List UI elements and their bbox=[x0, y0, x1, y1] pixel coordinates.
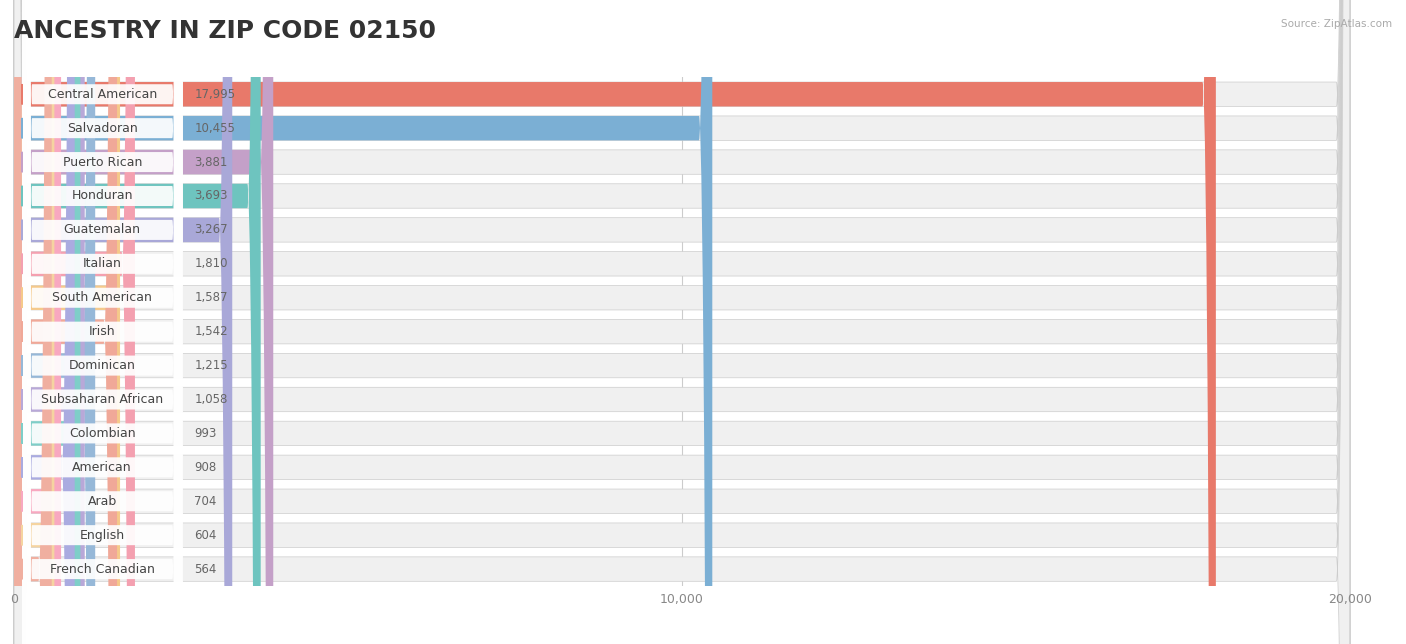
FancyBboxPatch shape bbox=[14, 0, 1350, 644]
FancyBboxPatch shape bbox=[14, 0, 1350, 644]
FancyBboxPatch shape bbox=[22, 0, 183, 644]
FancyBboxPatch shape bbox=[14, 0, 60, 644]
FancyBboxPatch shape bbox=[14, 0, 117, 644]
FancyBboxPatch shape bbox=[14, 0, 96, 644]
FancyBboxPatch shape bbox=[14, 0, 1350, 644]
Text: Dominican: Dominican bbox=[69, 359, 135, 372]
Text: 604: 604 bbox=[194, 529, 217, 542]
Text: Italian: Italian bbox=[83, 258, 122, 270]
FancyBboxPatch shape bbox=[14, 0, 1216, 644]
FancyBboxPatch shape bbox=[22, 0, 183, 644]
Text: 704: 704 bbox=[194, 495, 217, 507]
FancyBboxPatch shape bbox=[14, 0, 1350, 644]
FancyBboxPatch shape bbox=[14, 0, 55, 644]
FancyBboxPatch shape bbox=[14, 0, 232, 644]
Text: ANCESTRY IN ZIP CODE 02150: ANCESTRY IN ZIP CODE 02150 bbox=[14, 19, 436, 43]
Text: American: American bbox=[72, 461, 132, 474]
Text: Honduran: Honduran bbox=[72, 189, 134, 202]
FancyBboxPatch shape bbox=[14, 0, 1350, 644]
FancyBboxPatch shape bbox=[14, 0, 84, 644]
FancyBboxPatch shape bbox=[14, 0, 1350, 644]
Text: Subsaharan African: Subsaharan African bbox=[41, 393, 163, 406]
FancyBboxPatch shape bbox=[22, 0, 183, 644]
Text: 1,587: 1,587 bbox=[194, 291, 228, 304]
Text: French Canadian: French Canadian bbox=[49, 563, 155, 576]
Text: Salvadoran: Salvadoran bbox=[67, 122, 138, 135]
Text: 908: 908 bbox=[194, 461, 217, 474]
FancyBboxPatch shape bbox=[22, 0, 183, 644]
FancyBboxPatch shape bbox=[14, 0, 1350, 644]
Text: 1,542: 1,542 bbox=[194, 325, 228, 338]
Text: South American: South American bbox=[52, 291, 152, 304]
FancyBboxPatch shape bbox=[14, 0, 273, 644]
Text: Arab: Arab bbox=[87, 495, 117, 507]
FancyBboxPatch shape bbox=[14, 0, 1350, 644]
FancyBboxPatch shape bbox=[14, 0, 1350, 644]
Text: Guatemalan: Guatemalan bbox=[63, 223, 141, 236]
Text: 3,267: 3,267 bbox=[194, 223, 228, 236]
FancyBboxPatch shape bbox=[22, 0, 183, 644]
Text: 10,455: 10,455 bbox=[194, 122, 235, 135]
FancyBboxPatch shape bbox=[14, 0, 1350, 644]
FancyBboxPatch shape bbox=[22, 0, 183, 644]
FancyBboxPatch shape bbox=[14, 0, 1350, 644]
FancyBboxPatch shape bbox=[14, 0, 80, 644]
FancyBboxPatch shape bbox=[14, 0, 260, 644]
Text: Irish: Irish bbox=[89, 325, 115, 338]
FancyBboxPatch shape bbox=[22, 0, 183, 644]
FancyBboxPatch shape bbox=[22, 0, 183, 644]
FancyBboxPatch shape bbox=[22, 0, 183, 644]
FancyBboxPatch shape bbox=[22, 0, 183, 644]
Text: Colombian: Colombian bbox=[69, 427, 135, 440]
FancyBboxPatch shape bbox=[14, 0, 75, 644]
Text: 564: 564 bbox=[194, 563, 217, 576]
Text: 3,693: 3,693 bbox=[194, 189, 228, 202]
Text: Source: ZipAtlas.com: Source: ZipAtlas.com bbox=[1281, 19, 1392, 30]
FancyBboxPatch shape bbox=[22, 0, 183, 644]
FancyBboxPatch shape bbox=[22, 0, 183, 644]
FancyBboxPatch shape bbox=[22, 0, 183, 644]
FancyBboxPatch shape bbox=[14, 0, 1350, 644]
FancyBboxPatch shape bbox=[14, 0, 713, 644]
Text: 1,058: 1,058 bbox=[194, 393, 228, 406]
Text: 993: 993 bbox=[194, 427, 217, 440]
FancyBboxPatch shape bbox=[14, 0, 1350, 644]
FancyBboxPatch shape bbox=[22, 0, 183, 644]
FancyBboxPatch shape bbox=[22, 0, 183, 644]
Text: 1,215: 1,215 bbox=[194, 359, 228, 372]
Text: English: English bbox=[80, 529, 125, 542]
Text: 1,810: 1,810 bbox=[194, 258, 228, 270]
FancyBboxPatch shape bbox=[14, 0, 135, 644]
Text: Central American: Central American bbox=[48, 88, 157, 100]
FancyBboxPatch shape bbox=[14, 0, 52, 644]
Text: 3,881: 3,881 bbox=[194, 156, 228, 169]
Text: 17,995: 17,995 bbox=[194, 88, 235, 100]
FancyBboxPatch shape bbox=[14, 0, 1350, 644]
Text: Puerto Rican: Puerto Rican bbox=[62, 156, 142, 169]
FancyBboxPatch shape bbox=[14, 0, 1350, 644]
FancyBboxPatch shape bbox=[14, 0, 120, 644]
